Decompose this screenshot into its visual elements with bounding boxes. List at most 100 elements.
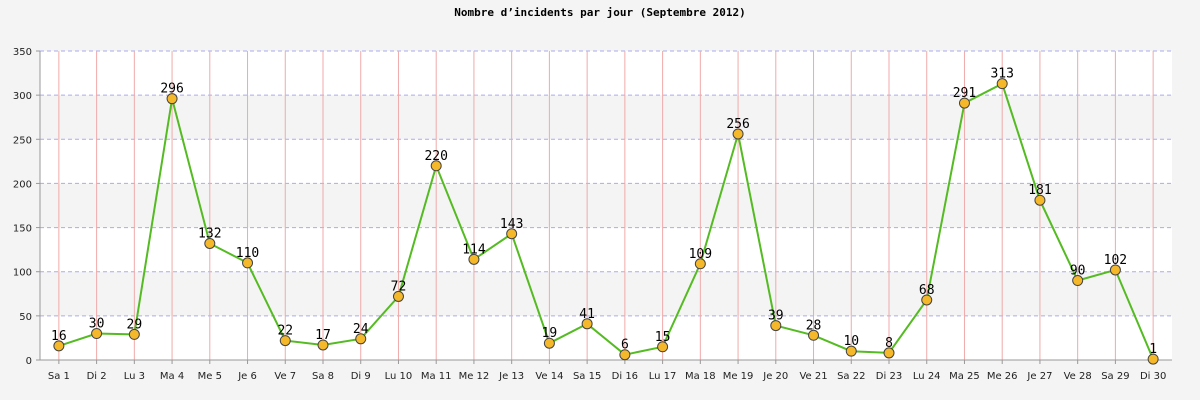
- data-label: 16: [51, 329, 67, 344]
- data-label: 24: [353, 322, 369, 337]
- x-tick-label: Lu 17: [649, 371, 677, 382]
- data-point: [392, 290, 404, 302]
- data-point: [317, 339, 329, 351]
- x-tick-label: Di 16: [612, 371, 638, 382]
- x-tick-label: Lu 10: [385, 371, 413, 382]
- x-tick-label: Me 12: [459, 371, 490, 382]
- data-point: [808, 329, 820, 341]
- x-tick-label: Je 6: [237, 371, 257, 382]
- data-label: 68: [919, 283, 935, 298]
- y-tick-label: 50: [19, 312, 32, 323]
- data-label: 15: [655, 330, 671, 345]
- x-tick-label: Ve 21: [799, 371, 827, 382]
- y-tick-label: 0: [26, 356, 32, 367]
- data-point: [128, 328, 140, 340]
- data-label: 39: [768, 309, 784, 324]
- data-point: [581, 318, 593, 330]
- grid-band: [40, 139, 1172, 184]
- data-label: 17: [315, 328, 331, 343]
- x-tick-label: Ve 7: [274, 371, 296, 382]
- x-tick-label: Di 23: [876, 371, 902, 382]
- x-tick-label: Je 27: [1026, 371, 1052, 382]
- data-label: 296: [160, 82, 183, 97]
- data-point: [242, 257, 254, 269]
- y-tick-label: 250: [13, 135, 32, 146]
- x-tick-label: Di 9: [351, 371, 371, 382]
- series-line: [58, 82, 1155, 360]
- x-tick-label: Je 20: [762, 371, 788, 382]
- data-label: 220: [424, 149, 447, 164]
- data-label: 102: [1104, 253, 1127, 268]
- data-point: [732, 128, 744, 140]
- grid-band: [40, 315, 1172, 360]
- data-label: 8: [885, 336, 893, 351]
- grid-band: [40, 95, 1172, 140]
- data-label: 22: [277, 324, 293, 339]
- y-tick-label: 300: [13, 91, 32, 102]
- x-tick-label: Di 30: [1140, 371, 1166, 382]
- x-tick-label: Ma 18: [685, 371, 716, 382]
- x-tick-label: Lu 24: [913, 371, 941, 382]
- x-tick-label: Sa 1: [48, 371, 70, 382]
- data-point: [619, 349, 631, 361]
- data-label: 10: [843, 334, 859, 349]
- data-label: 28: [806, 318, 822, 333]
- x-tick-label: Sa 22: [837, 371, 865, 382]
- data-label: 181: [1028, 183, 1051, 198]
- data-label: 6: [621, 338, 629, 353]
- data-point: [91, 328, 103, 340]
- data-point: [204, 237, 216, 249]
- data-point: [166, 93, 178, 105]
- data-label: 291: [953, 86, 976, 101]
- data-point: [543, 337, 555, 349]
- data-label: 29: [127, 317, 143, 332]
- data-point: [921, 294, 933, 306]
- data-point: [279, 335, 291, 347]
- data-label: 110: [236, 246, 259, 261]
- x-tick-label: Ma 25: [949, 371, 980, 382]
- x-tick-label: Ve 14: [535, 371, 563, 382]
- x-tick-label: Me 26: [987, 371, 1018, 382]
- data-point: [1072, 275, 1084, 287]
- grid-band: [40, 183, 1172, 228]
- data-label: 30: [89, 317, 105, 332]
- data-point: [355, 333, 367, 345]
- x-tick-label: Me 5: [198, 371, 222, 382]
- data-label: 114: [462, 242, 486, 257]
- data-point: [883, 347, 895, 359]
- data-label: 256: [726, 117, 749, 132]
- data-label: 41: [579, 307, 595, 322]
- data-label: 90: [1070, 264, 1086, 279]
- data-point: [845, 345, 857, 357]
- x-tick-label: Me 19: [723, 371, 754, 382]
- x-tick-label: Di 2: [87, 371, 107, 382]
- data-label: 19: [542, 326, 558, 341]
- data-point: [53, 340, 65, 352]
- x-tick-label: Ma 11: [421, 371, 452, 382]
- data-label: 143: [500, 217, 523, 232]
- data-point: [996, 78, 1008, 90]
- y-tick-label: 200: [13, 179, 32, 190]
- x-tick-label: Lu 3: [124, 371, 145, 382]
- data-point: [1109, 264, 1121, 276]
- data-point: [770, 320, 782, 332]
- data-point: [1147, 353, 1159, 365]
- data-label: 1: [1149, 342, 1157, 357]
- x-tick-label: Je 13: [498, 371, 524, 382]
- x-tick-label: Ve 28: [1064, 371, 1092, 382]
- x-tick-label: Sa 8: [312, 371, 334, 382]
- data-label: 132: [198, 226, 221, 241]
- grid-band: [40, 51, 1172, 96]
- data-point: [694, 258, 706, 270]
- data-point: [468, 253, 480, 265]
- data-point: [506, 228, 518, 240]
- data-point: [1034, 194, 1046, 206]
- grid-band: [40, 227, 1172, 272]
- y-tick-label: 100: [13, 268, 32, 279]
- chart-title: Nombre d’incidents par jour (Septembre 2…: [454, 6, 746, 19]
- x-tick-label: Ma 4: [160, 371, 184, 382]
- grid-band: [40, 271, 1172, 316]
- data-label: 109: [689, 247, 712, 262]
